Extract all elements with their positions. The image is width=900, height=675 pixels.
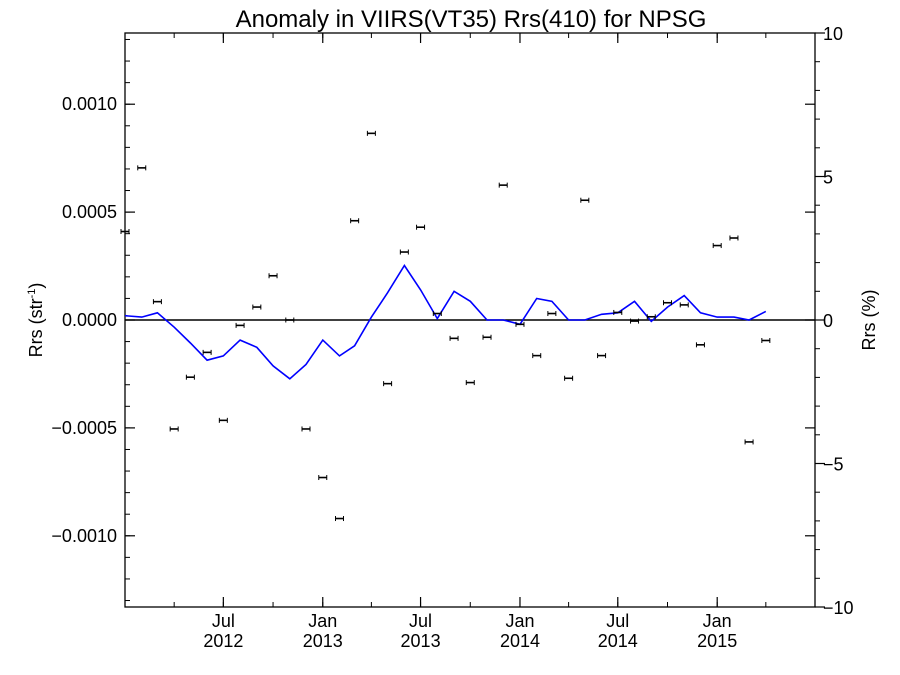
left-axis-label-close: ) [26, 283, 46, 289]
anomaly-point [416, 224, 426, 230]
anomaly-point [712, 243, 722, 249]
x-tick-month: Jul [606, 611, 629, 631]
anomaly-point [432, 311, 442, 317]
anomaly-point [498, 182, 508, 188]
series-anomaly-points [120, 130, 771, 522]
anomaly-point [547, 311, 557, 317]
anomaly-point [630, 318, 640, 324]
anomaly-point [120, 229, 130, 235]
right-tick-label: 0 [823, 311, 833, 331]
anomaly-point [695, 342, 705, 348]
x-tick-year: 2013 [303, 631, 343, 651]
right-y-axis: 10 5 0 −5 −10 [815, 24, 854, 618]
anomaly-point [532, 353, 542, 359]
left-y-axis: 0.0010 0.0005 0.0000 −0.0005 −0.0010 [51, 38, 815, 602]
left-tick-label: 0.0005 [62, 202, 117, 222]
anomaly-point [366, 130, 376, 136]
anomaly-point [482, 334, 492, 340]
right-axis-label: Rrs (%) [859, 290, 879, 351]
x-tick-year: 2014 [500, 631, 540, 651]
anomaly-point [399, 249, 409, 255]
x-tick-month: Jan [505, 611, 534, 631]
anomaly-point [185, 374, 195, 380]
anomaly-point [679, 302, 689, 308]
right-tick-label: 5 [823, 168, 833, 188]
anomaly-point [235, 322, 245, 328]
left-tick-label: 0.0000 [62, 310, 117, 330]
anomaly-point [169, 426, 179, 432]
left-tick-label: 0.0010 [62, 94, 117, 114]
anomaly-point [285, 317, 295, 323]
anomaly-point [301, 426, 311, 432]
right-tick-label: 10 [823, 24, 843, 44]
plot-frame [124, 32, 816, 608]
chart-title: Anomaly in VIIRS(VT35) Rrs(410) for NPSG [236, 6, 707, 33]
anomaly-point [597, 353, 607, 359]
anomaly-point [252, 304, 262, 310]
anomaly-point [218, 417, 228, 423]
left-axis-label-superscript: -1 [26, 289, 38, 299]
x-tick-year: 2015 [697, 631, 737, 651]
right-tick-label: −5 [823, 455, 844, 475]
left-axis-label-main: Rrs (str [26, 298, 46, 357]
anomaly-point [202, 349, 212, 355]
x-tick-month: Jul [212, 611, 235, 631]
x-tick-year: 2012 [203, 631, 243, 651]
anomaly-point [646, 314, 656, 320]
anomaly-point [564, 375, 574, 381]
anomaly-point [729, 235, 739, 241]
anomaly-point [268, 273, 278, 279]
left-axis-label: Rrs (str-1) [26, 283, 46, 358]
percent-series-line [124, 264, 767, 380]
x-tick-month: Jul [409, 611, 432, 631]
anomaly-point [515, 321, 525, 327]
anomaly-point [335, 516, 345, 522]
anomaly-point [580, 197, 590, 203]
anomaly-point [152, 299, 162, 305]
left-tick-label: −0.0005 [51, 418, 117, 438]
anomaly-point [449, 335, 459, 341]
anomaly-point [761, 338, 771, 343]
right-tick-label: −10 [823, 598, 854, 618]
anomaly-point [350, 218, 360, 224]
series-percent-line [124, 264, 767, 380]
anomaly-point [613, 309, 623, 315]
anomaly-point [662, 300, 672, 306]
x-tick-month: Jan [308, 611, 337, 631]
x-tick-year: 2014 [598, 631, 638, 651]
anomaly-point [744, 439, 754, 445]
left-tick-label: −0.0010 [51, 526, 117, 546]
anomaly-point [318, 475, 328, 481]
x-tick-month: Jan [703, 611, 732, 631]
x-axis: Jul2012Jan2013Jul2013Jan2014Jul2014Jan20… [124, 33, 816, 651]
anomaly-point [465, 380, 475, 386]
anomaly-point [137, 165, 147, 171]
x-tick-year: 2013 [401, 631, 441, 651]
anomaly-point [383, 381, 393, 387]
